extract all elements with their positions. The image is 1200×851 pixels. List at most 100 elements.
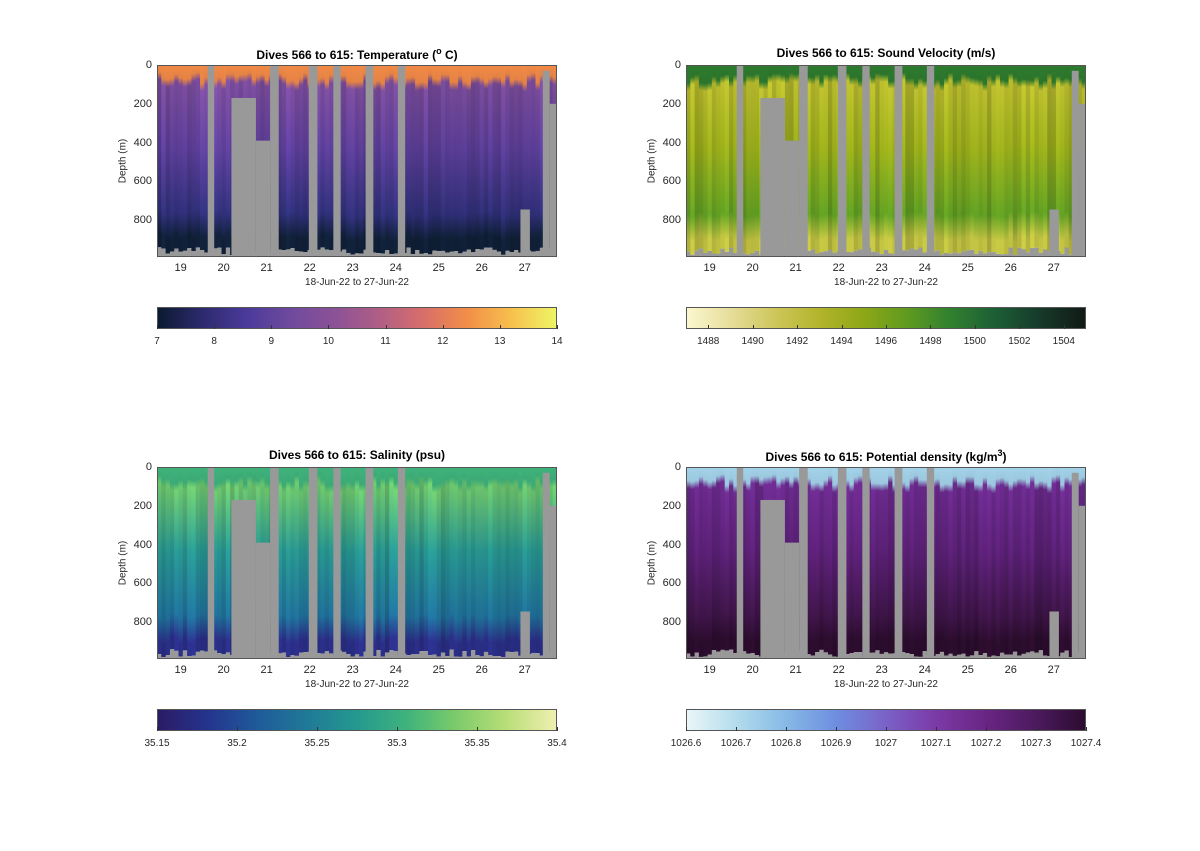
x-tick-label: 23 (346, 262, 359, 274)
no-data-cell (987, 656, 992, 659)
heatmap-column (724, 65, 730, 252)
colorbar-tick-label: 1027.1 (920, 738, 952, 749)
heatmap-column (823, 467, 829, 653)
no-data-cell (324, 249, 330, 257)
heatmap-column (827, 467, 833, 655)
no-data-cell (466, 249, 472, 257)
no-data-cell (505, 250, 511, 257)
no-data-cell (436, 656, 442, 659)
no-data-cell (1008, 654, 1014, 659)
heatmap-column (716, 467, 722, 652)
heatmap-column (225, 65, 231, 248)
colorbar-tick-label: 35.15 (144, 738, 170, 749)
no-data-cell (883, 652, 889, 659)
no-data-gap (520, 209, 530, 257)
heatmap-column (161, 65, 167, 249)
heatmap-plot-area (157, 467, 557, 659)
heatmap-column (991, 467, 997, 656)
no-data-cell (733, 653, 739, 659)
x-tick-label: 23 (346, 664, 359, 676)
heatmap-column (694, 65, 700, 251)
colorbar-tick-mark (1036, 727, 1037, 731)
heatmap-column (217, 65, 223, 248)
heatmap-column (746, 467, 752, 654)
heatmap-column (1030, 65, 1035, 249)
heatmap-column (281, 467, 287, 653)
heatmap-column (944, 467, 949, 656)
no-data-cell (1008, 247, 1014, 257)
colorbar-tick-mark (271, 325, 273, 329)
no-data-cell (419, 651, 425, 659)
no-data-cell (200, 650, 205, 659)
colorbar-tick-mark (385, 325, 387, 329)
heatmap-column (823, 65, 829, 252)
chart-title: Dives 566 to 615: Potential density (kg/… (765, 448, 1006, 464)
colorbar-tick-label: 1027.3 (1020, 738, 1052, 749)
heatmap-column (380, 65, 386, 254)
heatmap-column (462, 65, 468, 252)
no-data-cell (195, 247, 201, 257)
heatmap-column (415, 65, 420, 251)
colorbar (157, 307, 557, 329)
no-data-cell (870, 251, 876, 257)
heatmap-column (827, 65, 833, 250)
heatmap-column (415, 467, 420, 655)
no-data-cell (858, 652, 863, 659)
no-data-cell (372, 656, 377, 659)
heatmap-column (729, 467, 734, 650)
no-data-cell (470, 650, 476, 659)
no-data-cell (427, 655, 433, 659)
x-tick-label: 24 (389, 262, 402, 274)
no-data-cell (187, 248, 193, 257)
no-data-cell (1042, 249, 1048, 257)
heatmap-column (535, 467, 541, 654)
no-data-cell (956, 654, 962, 659)
heatmap-column (1042, 467, 1048, 656)
no-data-cell (819, 649, 825, 659)
colorbar-tick-mark (499, 325, 501, 329)
heatmap-column (999, 65, 1005, 255)
heatmap-column (969, 65, 975, 250)
no-data-cell (458, 656, 463, 659)
colorbar-tick-label: 13 (494, 336, 506, 347)
no-data-cell (974, 253, 980, 257)
no-data-cell (440, 250, 446, 257)
heatmap-column (225, 467, 231, 653)
heatmap-column (410, 467, 416, 655)
heatmap-column (969, 467, 975, 656)
heatmap-column (1025, 467, 1031, 653)
no-data-cell (707, 250, 713, 257)
no-data-cell (535, 250, 541, 257)
heatmap-column (518, 65, 524, 253)
heatmap-column (810, 467, 816, 656)
no-data-cell (406, 655, 412, 659)
heatmap-column (513, 467, 519, 652)
colorbar-tick-label: 35.3 (387, 738, 407, 749)
colorbar-tick-mark (974, 325, 976, 329)
heatmap-column (427, 65, 433, 255)
heatmap-column (741, 467, 747, 652)
no-data-cell (965, 656, 971, 659)
no-data-cell (539, 655, 545, 659)
no-data-cell (479, 656, 485, 659)
no-data-cell (174, 650, 180, 659)
heatmap-column (466, 65, 472, 250)
heatmap-column (948, 65, 954, 254)
heatmap-column (965, 467, 971, 657)
no-data-cell (496, 251, 502, 257)
heatmap-column (324, 65, 330, 250)
no-data-cell (974, 651, 980, 659)
heatmap-column (501, 65, 506, 255)
colorbar-tick-mark (786, 727, 787, 731)
colorbar-tick-mark (157, 727, 158, 731)
no-data-cell (204, 651, 210, 659)
heatmap-column (1004, 467, 1010, 655)
heatmap-column (741, 65, 747, 254)
heatmap-column (212, 65, 218, 249)
no-data-cell (853, 652, 859, 659)
chart-title-text: Dives 566 to 615: Salinity (psu) (268, 448, 446, 462)
no-data-cell (948, 653, 954, 659)
no-data-cell (496, 656, 502, 659)
no-data-gap (862, 467, 870, 659)
no-data-gap (255, 542, 271, 659)
